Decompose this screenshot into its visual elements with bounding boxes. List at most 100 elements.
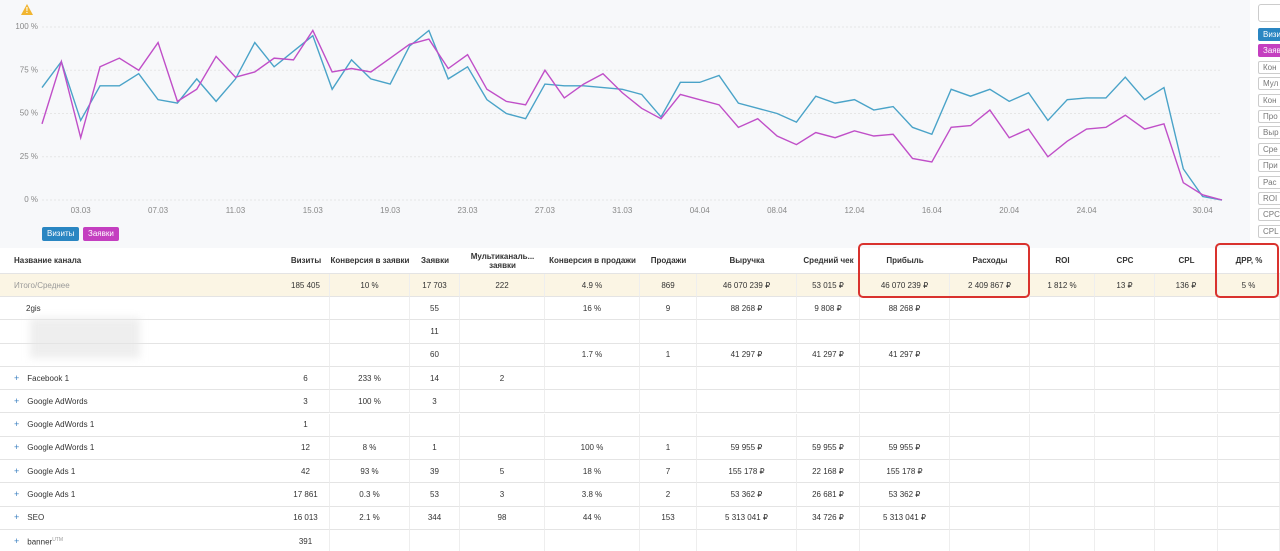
table-cell: 155 178 ₽ (860, 460, 950, 484)
channel-name[interactable]: + SEO (0, 507, 282, 530)
table-cell (460, 390, 545, 414)
table-cell: 60 (410, 343, 460, 367)
metric-toggle[interactable]: CPL (1258, 224, 1280, 238)
metric-toggle[interactable]: Визи (1258, 28, 1280, 41)
column-header: Мультиканаль... заявки (460, 248, 545, 274)
channel-name[interactable]: + Google AdWords 1 (0, 414, 282, 437)
table-cell: 55 (410, 297, 460, 321)
table-cell: 59 955 ₽ (797, 436, 860, 461)
table-cell: 16 013 (282, 506, 330, 530)
channel-name[interactable]: + Google Ads 1 (0, 483, 282, 507)
channel-label: bannerUTM (27, 536, 64, 547)
table-cell: 1 (282, 413, 330, 437)
metric-toggle[interactable]: Сре (1258, 142, 1280, 156)
highlight-box (858, 243, 1030, 298)
table-cell (1095, 390, 1155, 414)
highlight-box (1215, 243, 1279, 298)
table-cell (1155, 390, 1218, 414)
channel-name[interactable]: + bannerUTM (0, 530, 282, 551)
table-cell (860, 530, 950, 551)
table-cell (282, 343, 330, 367)
table-cell: 233 % (330, 366, 410, 391)
column-header: Выручка (697, 248, 797, 274)
table-cell (1218, 320, 1280, 344)
table-cell (282, 297, 330, 321)
table-cell (697, 320, 797, 344)
expand-icon[interactable]: + (14, 419, 20, 430)
x-tick-label: 20.04 (999, 206, 1020, 215)
table-cell (460, 413, 545, 437)
expand-icon[interactable]: + (14, 535, 20, 546)
metric-toggle[interactable]: Кон (1258, 60, 1280, 74)
table-cell: 41 297 ₽ (797, 343, 860, 367)
table-cell (1030, 320, 1095, 344)
table-cell: 17 861 (282, 483, 330, 507)
expand-icon[interactable]: + (14, 512, 20, 523)
table-cell (1095, 366, 1155, 391)
table-cell (1030, 297, 1095, 321)
table-cell: 59 955 ₽ (697, 436, 797, 461)
legend-item[interactable]: Визиты (42, 227, 80, 241)
metric-toggle[interactable]: ROI (1258, 192, 1280, 205)
channel-label: 2gis (26, 303, 41, 313)
table-cell (697, 390, 797, 414)
table-cell (1218, 530, 1280, 551)
expand-icon[interactable]: + (14, 442, 20, 453)
metric-toggle[interactable]: Мул (1258, 77, 1280, 91)
table-cell: 93 % (330, 460, 410, 484)
channel-name[interactable]: + Google AdWords 1 (0, 437, 282, 461)
expand-icon[interactable]: + (14, 489, 20, 500)
table-cell (1030, 366, 1095, 391)
metric-toggle[interactable]: При (1258, 159, 1280, 173)
table-cell (460, 297, 545, 321)
table-cell (640, 413, 697, 437)
blurred-area (30, 318, 140, 358)
table-cell: 3 (460, 483, 545, 507)
channel-name[interactable]: + Google AdWords (0, 390, 282, 414)
metric-toggle[interactable]: CPC (1258, 208, 1280, 222)
table-cell: 1.7 % (545, 343, 640, 367)
table-cell (330, 343, 410, 367)
expand-icon[interactable]: + (14, 395, 20, 406)
metric-toggle[interactable]: Рас (1258, 175, 1280, 189)
table-cell (697, 413, 797, 437)
metric-toggle[interactable]: Про (1258, 110, 1280, 123)
legend-item[interactable]: Заявки (83, 227, 119, 241)
table-cell: 5 (460, 460, 545, 484)
metric-toggle[interactable]: Выр (1258, 126, 1280, 140)
channel-name[interactable]: + Google Ads 1 (0, 460, 282, 484)
table-cell (1095, 460, 1155, 484)
metric-toggle[interactable]: Кон (1258, 93, 1280, 107)
x-tick-label: 07.03 (148, 206, 169, 215)
table-cell (860, 366, 950, 391)
table-cell: 100 % (330, 390, 410, 414)
table-cell (860, 390, 950, 414)
search-box[interactable] (1258, 4, 1280, 22)
table-cell (950, 530, 1030, 551)
warning-mark: ! (26, 6, 29, 15)
table-cell (545, 413, 640, 437)
table-cell: 2 (640, 483, 697, 507)
channel-name[interactable]: + Facebook 1 (0, 367, 282, 391)
table-cell (1155, 483, 1218, 507)
table-cell (950, 506, 1030, 530)
table-cell (1155, 413, 1218, 437)
table-cell: 1 (640, 343, 697, 367)
table-cell (950, 483, 1030, 507)
table-cell (1095, 343, 1155, 367)
metric-toggle[interactable]: Заяв (1258, 44, 1280, 58)
table-cell: 59 955 ₽ (860, 436, 950, 461)
table-cell: 3.8 % (545, 483, 640, 507)
table-cell (1095, 506, 1155, 530)
table-cell (860, 320, 950, 344)
table-cell (282, 320, 330, 344)
column-header: Визиты (282, 248, 330, 274)
chart: ! 0 % 25 % 50 % 75 % 100 % 03.03 07.03 11.03 15.… (0, 0, 1250, 248)
x-tick-label: 11.03 (226, 206, 246, 215)
expand-icon[interactable]: + (14, 372, 20, 383)
table-cell: 7 (640, 460, 697, 484)
total-cell: 53 015 ₽ (797, 274, 860, 298)
table-cell: 1 (410, 436, 460, 461)
expand-icon[interactable]: + (14, 465, 20, 476)
